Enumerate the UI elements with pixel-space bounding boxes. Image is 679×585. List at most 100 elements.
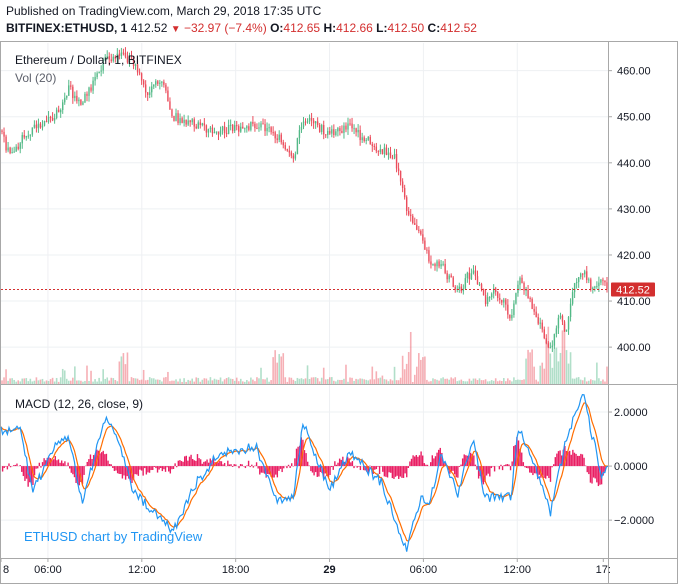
volume-bar [25,378,28,384]
volume-bar [347,381,349,384]
volume-bar [5,369,7,384]
volume-bar [561,330,564,384]
high-label: H: [323,21,337,35]
volume-bar [134,378,137,384]
candle-body [442,263,444,265]
volume-bar [426,379,428,384]
volume-bar [244,381,246,384]
volume-bar [132,378,135,384]
volume-bar [335,381,337,384]
candle-body [460,286,463,292]
candle-body [525,289,527,291]
signal-line [0,402,608,542]
candle-body [161,81,163,83]
volume-bar [602,379,604,384]
volume-bar [126,352,129,384]
volume-bar [341,379,343,384]
volume-bar [278,354,281,384]
volume-bar [339,379,341,384]
volume-bar [519,379,521,384]
candle-body [537,317,539,324]
candle-body [82,102,84,105]
candle-body [298,130,301,139]
candle-body [110,59,112,61]
volume-bar [594,380,596,384]
time-axis[interactable]: 8 06:00 12:00 18:00 29 06:00 12:00 17: [0,558,611,576]
volume-bar [428,381,430,384]
candle-body [227,124,230,134]
candle-body [221,126,224,131]
candle-body [181,118,183,123]
candle-body [377,151,380,153]
volume-bar [124,364,127,384]
candle-body [302,121,305,128]
candle-body [472,270,475,274]
volume-bar [246,379,248,384]
volume-bar [169,381,171,384]
candle-body [428,250,430,262]
main-price-axis[interactable]: 460.00 450.00 440.00 430.00 420.00 410.00 400.… [608,66,651,354]
volume-bar [365,379,368,384]
candle-body [412,215,414,223]
volume-bar [369,379,372,384]
candle-body [468,272,471,280]
volume-bar [585,381,588,384]
volume-bar [35,377,38,384]
price-tick-label: 460.00 [617,66,651,78]
candle-body [430,261,432,265]
volume-bar [98,377,100,384]
volume-bar [177,381,179,384]
chart-frame[interactable]: 460.00 450.00 440.00 430.00 420.00 410.00 400.… [0,41,678,584]
candle-body [501,299,503,303]
volume-bar [43,381,46,384]
volume-bar [454,377,457,384]
volume-bar [333,380,335,384]
volume-bar [409,331,412,384]
candle-body [539,322,541,324]
volume-bar [569,352,572,384]
volume-bar [161,381,163,384]
volume-bar [223,379,226,384]
candle-body [507,304,509,315]
volume-bar [324,379,327,384]
volume-bar [55,377,58,384]
candle-body [112,56,114,61]
candle-body [438,261,440,267]
time-tick-label: 12:00 [128,564,156,576]
candle-body [408,210,410,215]
volume-bar [320,377,323,384]
volume-bar [219,377,222,384]
candle-body [155,81,157,85]
candle-body [478,284,481,286]
candle-body [590,279,592,290]
volume-bar [51,377,54,384]
candle-body [233,125,236,131]
candle-body [88,87,90,96]
volume-bar [456,381,459,384]
volume-bar [432,378,434,384]
volume-bar [148,377,151,384]
candle-body [197,122,199,129]
candle-body [531,299,533,309]
last-price-tag: 412.52 [611,282,655,297]
volume-bar [171,380,173,384]
volume-bar [61,368,64,384]
volume-bar [76,380,78,384]
candle-body [49,117,52,119]
candle-body [276,138,278,140]
candle-body [179,118,181,124]
volume-bar [39,379,42,384]
volume-bar [359,378,361,384]
volume-bar [286,381,289,384]
volume-bar [498,380,501,384]
volume-bar [444,378,446,384]
close-value: 412.52 [440,21,477,35]
volume-bar [262,379,264,384]
candle-body [116,53,119,59]
macd-line [0,393,609,552]
volume-bar [434,379,436,384]
volume-bar [527,349,529,384]
macd-price-axis[interactable]: 2.0000 0.0000 −2.0000 [608,407,654,527]
volume-bar [167,371,169,384]
candle-body [146,92,149,95]
